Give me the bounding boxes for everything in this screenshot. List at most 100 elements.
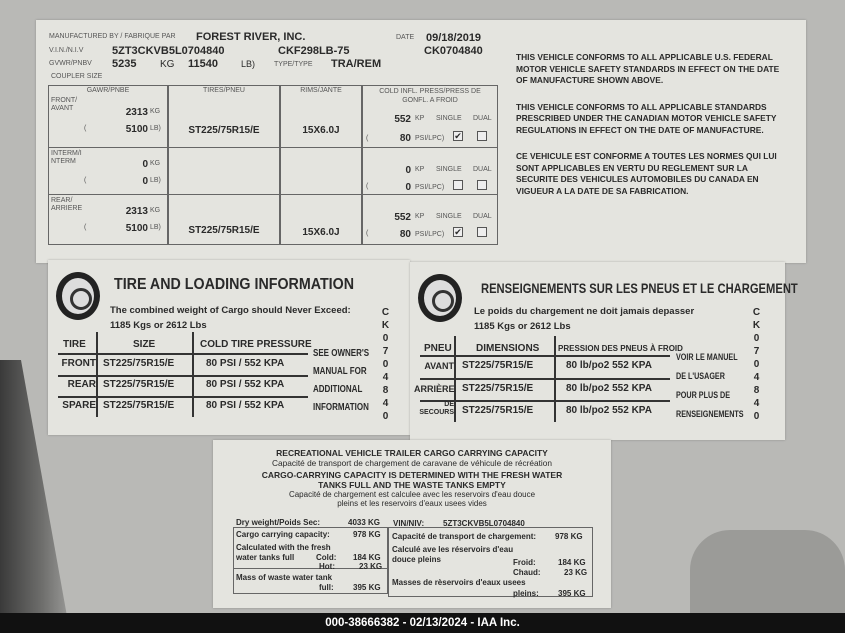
tire-pressure: 80 PSI / 552 KPA: [206, 358, 285, 369]
cargo-capacity-fr: 978 KG: [555, 532, 583, 541]
dual-checkbox[interactable]: [477, 227, 487, 237]
tire-position: ARRIÈRE: [414, 384, 455, 394]
calc-fr-line1: Calculé ave les réservoirs d'eau: [392, 545, 514, 554]
note-line: ADDITIONAL: [313, 384, 363, 395]
note-line: DE L'USAGER: [676, 371, 725, 381]
kg-suffix: KG: [150, 108, 161, 115]
psi-label: PSI/LPC): [415, 231, 445, 238]
chaud-label: Chaud:: [513, 568, 541, 577]
tire-pressure: 80 PSI / 552 KPA: [206, 400, 285, 411]
type-label: TYPE/TYPE: [274, 61, 313, 68]
header-dimensions: DIMENSIONS: [476, 343, 540, 354]
vin-label: VIN/NIV:: [393, 519, 425, 528]
axle-kg: 0: [142, 159, 148, 170]
pressure-kpa: 0: [405, 165, 411, 176]
code-vertical: CK0704840: [381, 307, 390, 422]
single-checkbox[interactable]: ✔: [453, 131, 463, 141]
cold-value: 184 KG: [353, 553, 381, 562]
dual-checkbox[interactable]: [477, 131, 487, 141]
header-size: SIZE: [133, 339, 156, 350]
tire-title-fr: RENSEIGNEMENTS SUR LES PNEUS ET LE CHARG…: [481, 280, 798, 296]
tire-size: ST225/75R15/E: [188, 225, 260, 236]
calc-fr-line2: douce pleins: [392, 555, 441, 564]
tire-position: REAR: [67, 379, 96, 390]
cargo-title-fr: Capacité de transport de chargement de c…: [272, 458, 552, 468]
psi-label: PSI/LPC): [415, 135, 445, 142]
kg-unit: KG: [160, 59, 175, 70]
dual-checkbox[interactable]: [477, 180, 487, 190]
cargo-limit-fr-line1: Le poids du chargement ne doit jamais de…: [474, 306, 695, 317]
header-tire: TIRE: [63, 339, 86, 350]
paren: (: [366, 183, 369, 190]
header-pneu: PNEU: [424, 343, 452, 354]
type: TRA/REM: [331, 58, 382, 70]
axle-name: REAR/ ARRIERE: [51, 197, 83, 212]
date-label: DATE: [396, 34, 415, 41]
single-checkbox[interactable]: [453, 180, 463, 190]
compliance-us: THIS VEHICLE CONFORMS TO ALL APPLICABLE …: [516, 52, 780, 85]
tire-pressure: 80 PSI / 552 KPA: [206, 379, 285, 390]
coupler-label: COUPLER SIZE: [51, 73, 103, 80]
paren: (: [84, 125, 87, 132]
certification-label: MANUFACTURED BY / FABRIQUE PAR FOREST RI…: [36, 20, 806, 263]
tire-loading-label-fr: RENSEIGNEMENTS SUR LES PNEUS ET LE CHARG…: [410, 262, 798, 440]
tire-size: ST225/75R15/E: [103, 400, 175, 411]
axle-name: FRONT/ AVANT: [51, 97, 78, 112]
tire-size: ST225/75R15/E: [462, 405, 534, 416]
paren: (: [84, 224, 87, 231]
waste-fr-value: 395 KG: [558, 589, 586, 598]
hot-value: 23 KG: [359, 562, 383, 571]
header-gawr: GAWR/PNBE: [86, 87, 130, 94]
header-cold-pressure: COLD INFL. PRESS/PRESS DE GONFL. A FROID: [379, 88, 481, 104]
vin-label: V.I.N./N.I.V: [49, 47, 84, 54]
pressure-psi: 80: [399, 229, 411, 240]
single-checkbox[interactable]: ✔: [453, 227, 463, 237]
tire-icon: [418, 274, 462, 322]
calc-line2: water tanks full: [236, 553, 295, 562]
header-pressure: COLD TIRE PRESSURE: [200, 339, 312, 350]
cargo-capacity-label: Cargo carrying capacity:: [236, 530, 330, 539]
tire-size: ST225/75R15/E: [462, 360, 534, 371]
cargo-capacity: 978 KG: [353, 530, 381, 539]
tire-size: ST225/75R15/E: [103, 358, 175, 369]
date: 09/18/2019: [426, 32, 482, 44]
tire-position: DE SECOURS: [419, 401, 454, 416]
vin: 5ZT3CKVB5L0704840: [112, 45, 225, 57]
lb-suffix: LB): [150, 224, 161, 231]
dry-weight-label: Dry weight/Poids Sec:: [236, 518, 321, 527]
tire-position: SPARE: [62, 400, 96, 411]
cargo-capacity-label: RECREATIONAL VEHICLE TRAILER CARGO CARRY…: [213, 440, 611, 608]
axle-kg: 2313: [125, 206, 148, 217]
tire-size: ST225/75R15/E: [462, 383, 534, 394]
axle-kg: 2313: [125, 107, 148, 118]
froid-label: Froid:: [513, 558, 536, 567]
cargo-capacity-fr-label: Capacité de transport de chargement:: [392, 532, 537, 541]
header-rims: RIMS/JANTE: [300, 87, 342, 94]
tire-loading-label-en: TIRE AND LOADING INFORMATION The combine…: [48, 260, 410, 435]
gawr-table: GAWR/PNBE TIRES/PNEU RIMS/JANTE COLD INF…: [48, 85, 498, 245]
note-line: INFORMATION: [313, 402, 369, 413]
single-label: SINGLE: [436, 115, 462, 122]
caption-bar: 000-38666382 - 02/13/2024 - IAA Inc.: [0, 613, 845, 633]
paren: (: [84, 177, 87, 184]
rim-size: 15X6.0J: [302, 227, 340, 238]
tire-pressure: 80 lb/po2 552 KPA: [566, 360, 652, 371]
waste-fr-label: Masses de rèservoirs d'eaux usees: [392, 578, 526, 587]
single-label: SINGLE: [436, 166, 462, 173]
waste-fr-label2: pleins:: [513, 589, 539, 598]
waste-label2: full:: [319, 583, 334, 592]
axle-lb: 5100: [125, 124, 148, 135]
dual-label: DUAL: [473, 213, 492, 220]
pressure-kpa: 552: [394, 114, 411, 125]
kg-suffix: KG: [150, 207, 161, 214]
axle-row: INTERM/I NTERM 0 KG ( 0 LB) 0 KP SINGLE …: [48, 147, 498, 194]
dual-label: DUAL: [473, 115, 492, 122]
hot-label: Hot:: [319, 562, 335, 571]
tire-pressure: 80 lb/po2 552 KPA: [566, 383, 652, 394]
lb-suffix: LB): [150, 177, 161, 184]
kg-suffix: KG: [150, 160, 161, 167]
paren: (: [366, 230, 369, 237]
compliance-canada: THIS VEHICLE CONFORMS TO ALL APPLICABLE …: [516, 101, 777, 135]
tire-position: AVANT: [424, 361, 454, 371]
note-line: VOIR LE MANUEL: [676, 352, 738, 362]
